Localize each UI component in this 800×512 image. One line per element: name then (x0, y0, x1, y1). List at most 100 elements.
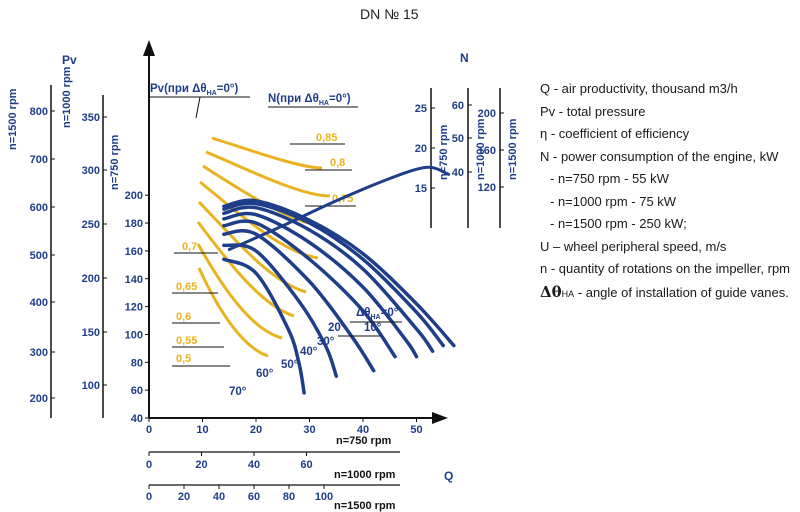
pv750-tick-label: 80 (131, 357, 143, 369)
pressure-angle-label: ΔθНА=0° (356, 307, 399, 321)
q1500-axis-label: n=1500 rpm (334, 500, 396, 512)
pressure-angle-label: 40° (300, 346, 318, 358)
n-axis-tick-label: 40 (452, 167, 464, 179)
pv1000-tick-label: 350 (82, 112, 100, 124)
legend-row-n: N - power consumption of the engine, kW (540, 148, 779, 164)
legend-row-n1000: - n=1000 rpm - 75 kW (550, 193, 677, 209)
n-axis-tick-label: 50 (452, 133, 464, 145)
pressure-angle-label: 10° (364, 322, 382, 334)
q1500-tick-label: 20 (178, 491, 190, 503)
q750-tick-label: 0 (146, 424, 152, 436)
pv750-axis-label: n=750 rpm (109, 134, 121, 190)
efficiency-label: 0,65 (176, 281, 197, 293)
n-axis-tick-label: 120 (478, 182, 496, 194)
q750-tick-label: 20 (250, 424, 262, 436)
power-curve (227, 165, 451, 251)
efficiency-curve (211, 136, 323, 170)
pv1500-tick-label: 200 (30, 393, 48, 405)
q750-tick-label: 10 (196, 424, 208, 436)
legend-row-n1500: - n=1500 rpm - 250 kW; (550, 216, 687, 231)
efficiency-label: 0,6 (176, 311, 191, 323)
q750-tick-label: 30 (303, 424, 315, 436)
legend-row-pv: Pv - total pressure (540, 103, 646, 119)
pv1500-tick-label: 500 (30, 250, 48, 262)
pv1000-tick-label: 200 (82, 273, 100, 285)
q-axis-arrow (432, 412, 448, 424)
pressure-angle-label: 60° (256, 368, 274, 380)
pressure-curve (222, 201, 446, 348)
efficiency-label: 0,5 (176, 353, 191, 365)
pv750-tick-label: 180 (125, 218, 143, 230)
pv1000-axis-label: n=1000 rpm (61, 66, 73, 128)
q1000-tick-label: 20 (195, 459, 207, 471)
n-axis-tick-label: 15 (415, 183, 427, 195)
legend-row-n750: - n=750 rpm - 55 kW (550, 171, 669, 186)
pressure-angle-label: 50° (281, 359, 299, 371)
pressure-curve (222, 228, 376, 373)
n-axis-tick-label: 20 (415, 143, 427, 155)
efficiency-curve (196, 221, 295, 318)
q1500-tick-label: 100 (315, 491, 333, 503)
q1500-tick-label: 60 (248, 491, 260, 503)
pressure-curve (222, 205, 435, 353)
q1500-tick-label: 0 (146, 491, 152, 503)
pressure-angle-label: 20° (328, 322, 346, 334)
pressure-curve (222, 243, 339, 378)
pv1000-tick-label: 150 (82, 327, 100, 339)
q-axis-title: Q (444, 469, 453, 483)
pv-curve-label: Pv(при ΔθНА=0°) (150, 83, 238, 97)
efficiency-label: 0,8 (330, 157, 345, 169)
legend-row-rotations: n - quantity of rotations on the impelle… (540, 261, 791, 276)
pv1500-tick-label: 600 (30, 202, 48, 214)
legend-row-angle: ΔθНА - angle of installation of guide va… (540, 281, 790, 306)
pv-curve-leader (195, 96, 201, 119)
pv750-tick-label: 200 (125, 190, 143, 202)
pv750-tick-label: 160 (125, 246, 143, 258)
legend-row-q: Q - air productivity, thousand m3/h (540, 81, 738, 96)
n-axis-tick-label: 25 (415, 103, 427, 115)
q750-tick-label: 50 (410, 424, 422, 436)
pv1500-tick-label: 300 (30, 347, 48, 359)
delta-theta-subscript: НА (561, 288, 575, 299)
q1500-tick-label: 40 (213, 491, 225, 503)
pv1000-tick-label: 100 (82, 380, 100, 392)
pressure-curve (222, 211, 419, 359)
pressure-curve (222, 219, 397, 359)
efficiency-label: 0,85 (316, 132, 337, 144)
legend-row-eta: η - coefficient of efficiency (540, 126, 690, 141)
q750-tick-label: 40 (357, 424, 369, 436)
n-axis-tick-label: 160 (478, 145, 496, 157)
pv1000-tick-label: 300 (82, 165, 100, 177)
angle-legend-text: - angle of installation of guide vanes. (574, 284, 789, 300)
pv-axis-arrow (143, 40, 155, 56)
delta-theta-symbol: Δθ (540, 282, 562, 301)
n-axis-title: N (460, 51, 469, 65)
pv750-tick-label: 140 (125, 274, 143, 286)
q1000-tick-label: 60 (300, 459, 312, 471)
pv-axis-title: Pv (62, 53, 77, 67)
q1000-tick-label: 0 (146, 459, 152, 471)
n-axis-label: n=1500 rpm (507, 118, 519, 180)
pressure-curve (222, 257, 306, 395)
efficiency-curve (197, 200, 307, 294)
pv750-tick-label: 40 (131, 413, 143, 425)
q1000-tick-label: 40 (248, 459, 260, 471)
efficiency-curve (196, 243, 283, 340)
efficiency-label: 0,55 (176, 335, 197, 347)
q1000-axis-label: n=1000 rpm (334, 469, 396, 481)
efficiency-label: 0,7 (182, 241, 197, 253)
n-axis-label: n=750 rpm (438, 124, 450, 180)
pressure-angle-label: 30° (317, 336, 335, 348)
pressure-curve (222, 198, 456, 348)
efficiency-curve (197, 267, 269, 358)
page-title: DN № 15 (360, 6, 419, 22)
pv1500-axis-label: n=1500 rpm (7, 88, 19, 150)
pv750-tick-label: 100 (125, 329, 143, 341)
n-axis-tick-label: 200 (478, 108, 496, 120)
legend: Q - air productivity, thousand m3/h Pv -… (540, 78, 790, 305)
pv750-tick-label: 60 (131, 385, 143, 397)
pv1000-tick-label: 250 (82, 219, 100, 231)
pressure-angle-label: 70° (229, 386, 247, 398)
n-axis-label: n=1000 rpm (475, 118, 487, 180)
